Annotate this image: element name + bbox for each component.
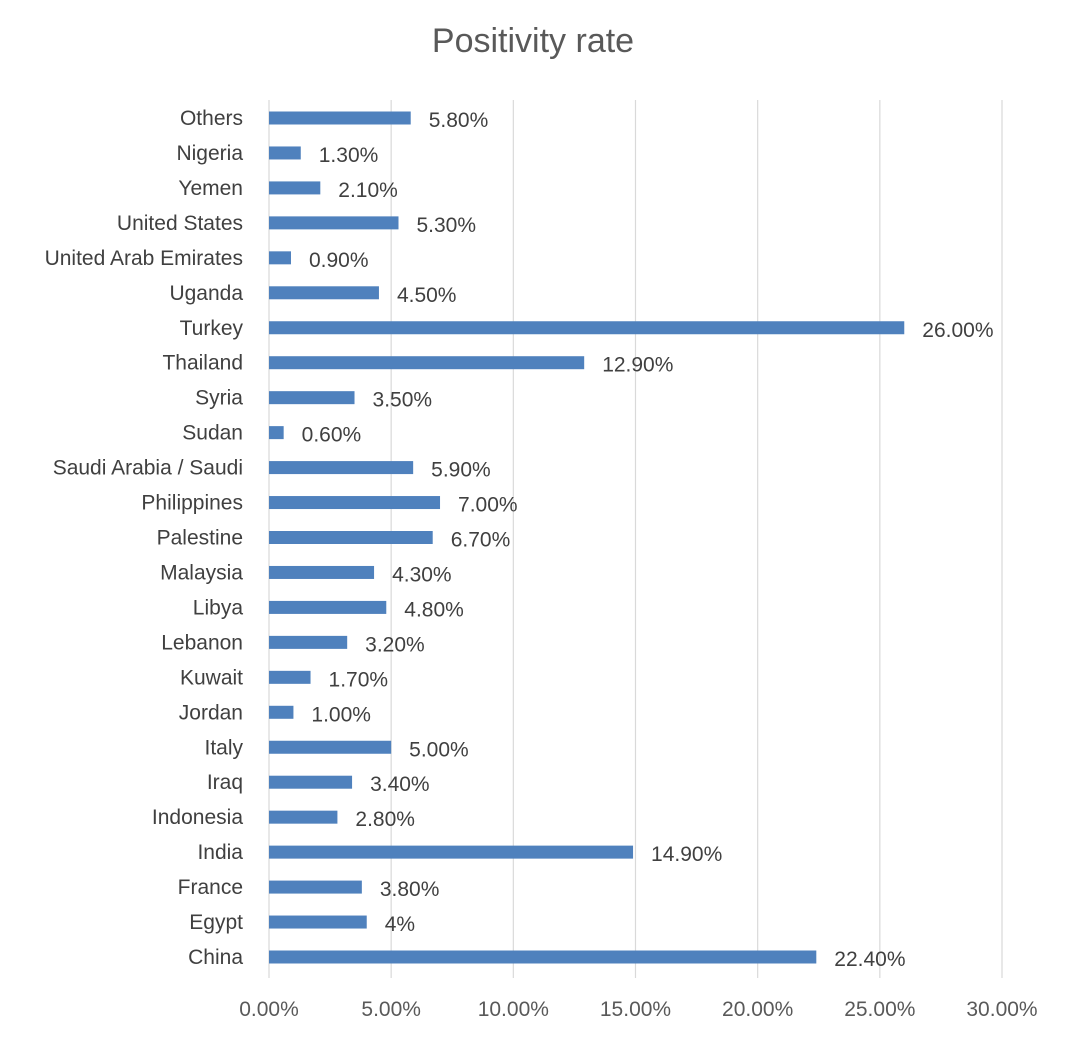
data-label: 7.00% xyxy=(458,494,518,517)
data-label: 0.90% xyxy=(309,249,369,272)
bar xyxy=(269,461,414,475)
category-label: Kuwait xyxy=(180,666,243,689)
gridlines xyxy=(268,100,1003,978)
bar xyxy=(269,810,338,824)
x-tick-label: 25.00% xyxy=(844,998,915,1021)
bar xyxy=(269,426,284,440)
bar xyxy=(269,600,387,614)
data-label: 4.80% xyxy=(404,598,464,621)
bar xyxy=(269,880,362,894)
category-label: Saudi Arabia / Saudi xyxy=(53,457,243,480)
data-label: 0.60% xyxy=(302,424,362,447)
bar xyxy=(269,635,348,649)
bar xyxy=(269,146,301,160)
x-tick-label: 0.00% xyxy=(239,998,299,1021)
x-tick-label: 20.00% xyxy=(722,998,793,1021)
category-label: United Arab Emirates xyxy=(45,247,243,270)
bar xyxy=(269,740,392,754)
data-label: 4.50% xyxy=(397,284,457,307)
bar xyxy=(269,216,399,230)
data-label: 1.30% xyxy=(319,144,379,167)
data-label: 6.70% xyxy=(451,529,511,552)
category-label: Egypt xyxy=(189,911,243,934)
category-label: Yemen xyxy=(178,177,243,200)
category-label: France xyxy=(178,876,243,899)
bar xyxy=(269,531,433,544)
category-label: Malaysia xyxy=(160,561,243,584)
bar xyxy=(269,950,817,964)
x-tick-label: 30.00% xyxy=(966,998,1037,1021)
data-label: 12.90% xyxy=(602,354,673,377)
data-label: 5.90% xyxy=(431,459,491,482)
data-label: 22.40% xyxy=(834,948,905,971)
data-label: 26.00% xyxy=(922,319,993,342)
data-label: 5.80% xyxy=(429,109,489,132)
data-label: 3.40% xyxy=(370,773,430,796)
data-label: 3.50% xyxy=(373,389,433,412)
category-label: Turkey xyxy=(180,317,244,340)
data-label: 4.30% xyxy=(392,563,452,586)
bar xyxy=(269,496,441,510)
category-label: Thailand xyxy=(162,352,243,375)
bar xyxy=(269,391,355,405)
data-label: 1.70% xyxy=(329,668,389,691)
data-label: 4% xyxy=(385,913,415,936)
category-label: Libya xyxy=(193,596,244,619)
value-labels: 5.80% 1.30% 2.10% 5.30% 0.90% 4.50% 26.00% 12.9… xyxy=(302,109,994,971)
category-label: Lebanon xyxy=(161,631,243,654)
category-label: Palestine xyxy=(157,527,243,550)
category-label: Indonesia xyxy=(152,806,243,829)
bar xyxy=(269,111,411,125)
data-label: 5.00% xyxy=(409,738,469,761)
chart-title: Positivity rate xyxy=(432,22,634,60)
category-label: Uganda xyxy=(169,282,243,305)
data-label: 5.30% xyxy=(416,214,476,237)
x-tick-label: 15.00% xyxy=(600,998,671,1021)
category-label: China xyxy=(188,946,243,969)
category-label: Iraq xyxy=(207,771,243,794)
data-label: 2.10% xyxy=(338,179,398,202)
bar xyxy=(269,705,294,719)
x-tick-label: 10.00% xyxy=(478,998,549,1021)
x-axis-ticks: 0.00% 5.00% 10.00% 15.00% 20.00% 25.00% 30.00% xyxy=(239,998,1037,1021)
category-label: Sudan xyxy=(182,422,243,445)
x-tick-label: 5.00% xyxy=(361,998,421,1021)
data-label: 2.80% xyxy=(355,808,415,831)
bar xyxy=(269,670,311,684)
category-label: Philippines xyxy=(141,492,243,515)
category-labels: Others Nigeria Yemen United States United Ar… xyxy=(45,107,244,969)
category-label: Nigeria xyxy=(176,142,243,165)
data-label: 14.90% xyxy=(651,843,722,866)
bar xyxy=(269,321,905,335)
category-label: Others xyxy=(180,107,243,130)
bar xyxy=(269,286,379,300)
category-label: United States xyxy=(117,212,243,235)
category-label: Syria xyxy=(195,387,243,410)
category-label: Jordan xyxy=(179,701,243,724)
bar xyxy=(269,845,634,859)
bar xyxy=(269,356,585,370)
bar xyxy=(269,775,353,789)
bar xyxy=(269,915,367,929)
bar xyxy=(269,251,291,265)
category-label: Italy xyxy=(204,736,243,759)
data-label: 3.20% xyxy=(365,633,425,656)
bar xyxy=(269,565,375,579)
data-label: 1.00% xyxy=(311,703,371,726)
data-label: 3.80% xyxy=(380,878,440,901)
bar xyxy=(269,181,321,195)
category-label: India xyxy=(197,841,243,864)
bars xyxy=(269,111,905,964)
